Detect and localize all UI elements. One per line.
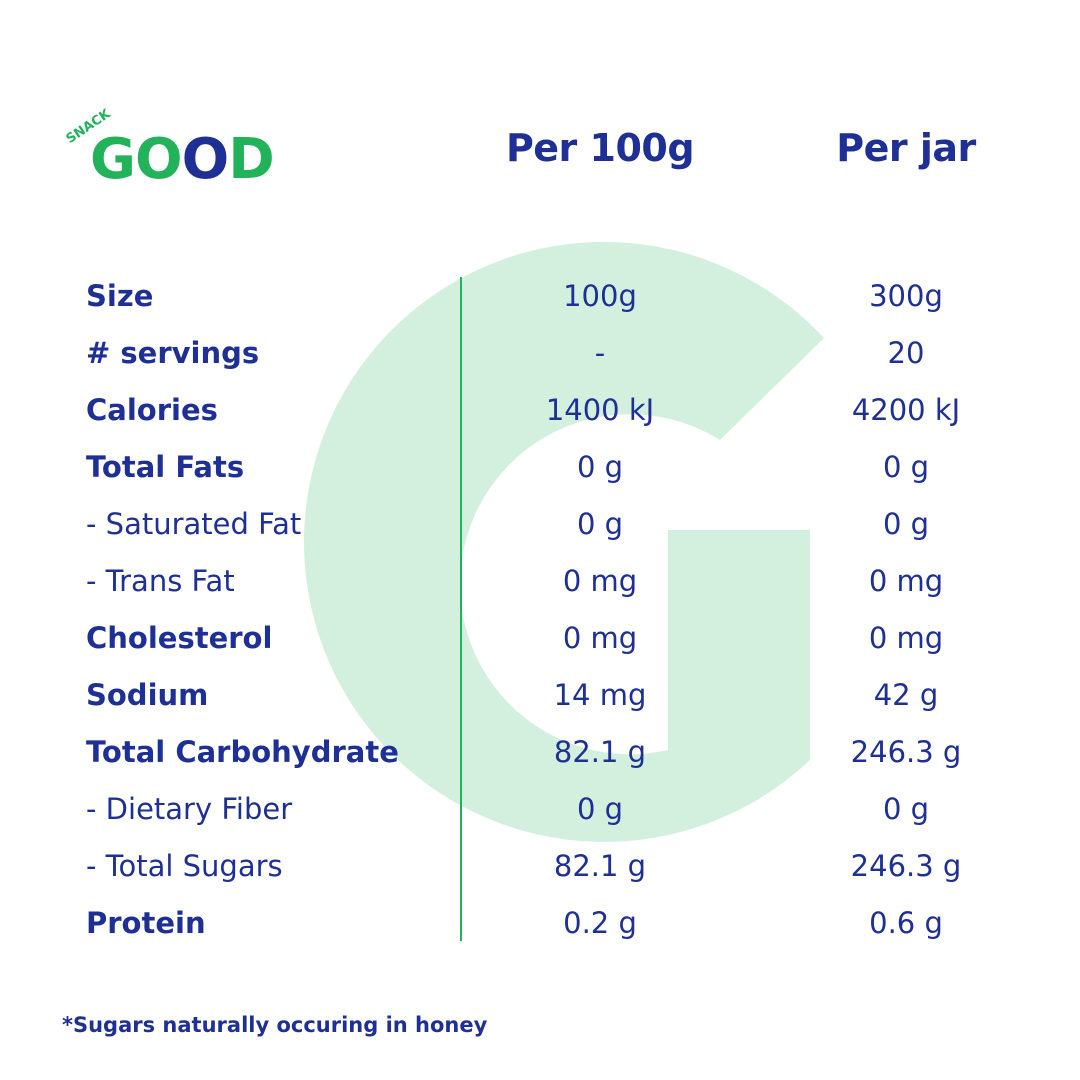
nutrition-table: Size 100g 300g # servings - 20 Calories … <box>0 268 1080 952</box>
row-value-per-jar: 42 g <box>873 678 939 712</box>
table-row: Size 100g 300g <box>0 268 1080 325</box>
row-value-per-100g: 0 mg <box>562 564 638 598</box>
header-per-jar: Per jar <box>836 126 976 170</box>
row-value-per-jar: 246.3 g <box>850 849 962 883</box>
row-value-per-jar: 0 g <box>882 507 930 541</box>
brand-logo: SNACK GOOD <box>64 107 310 198</box>
row-value-per-100g: - <box>594 336 606 370</box>
row-label: Total Fats <box>86 450 245 484</box>
row-value-per-100g: 0 g <box>576 507 624 541</box>
row-value-per-100g: 14 mg <box>553 678 647 712</box>
logo-good-wordmark: GOOD <box>90 124 275 196</box>
row-label: - Total Sugars <box>86 849 283 883</box>
table-row: Total Fats 0 g 0 g <box>0 439 1080 496</box>
logo-letter-o1: O <box>134 127 183 192</box>
row-value-per-100g: 1400 kJ <box>545 393 655 427</box>
logo-letter-d: D <box>228 127 274 192</box>
row-label: - Saturated Fat <box>86 507 302 541</box>
row-value-per-jar: 0 g <box>882 450 930 484</box>
row-value-per-jar: 0 g <box>882 792 930 826</box>
table-row: Total Carbohydrate 82.1 g 246.3 g <box>0 724 1080 781</box>
row-value-per-jar: 0.6 g <box>869 906 943 940</box>
table-row: Calories 1400 kJ 4200 kJ <box>0 382 1080 439</box>
row-value-per-100g: 0 g <box>576 450 624 484</box>
row-label: Total Carbohydrate <box>86 735 399 769</box>
row-value-per-jar: 0 mg <box>868 564 944 598</box>
header-per-100g: Per 100g <box>505 126 695 170</box>
row-value-per-100g: 0 g <box>576 792 624 826</box>
table-row: - Saturated Fat 0 g 0 g <box>0 496 1080 553</box>
row-value-per-jar: 4200 kJ <box>851 393 961 427</box>
watermark-g-shape <box>303 241 825 842</box>
row-value-per-jar: 300g <box>869 279 943 313</box>
row-label: Sodium <box>86 678 209 712</box>
row-label: # servings <box>86 336 260 370</box>
watermark-g-icon <box>303 241 825 842</box>
logo-letter-o2: O <box>181 127 230 192</box>
row-value-per-100g: 82.1 g <box>553 735 647 769</box>
row-value-per-100g: 82.1 g <box>553 849 647 883</box>
table-row: Cholesterol 0 mg 0 mg <box>0 610 1080 667</box>
table-row: - Total Sugars 82.1 g 246.3 g <box>0 838 1080 895</box>
row-label: - Dietary Fiber <box>86 792 293 826</box>
row-label: - Trans Fat <box>86 564 235 598</box>
logo-letter-g: G <box>90 127 136 192</box>
footnote: *Sugars naturally occuring in honey <box>62 1013 488 1037</box>
row-value-per-100g: 0 mg <box>562 621 638 655</box>
table-row: Sodium 14 mg 42 g <box>0 667 1080 724</box>
table-row: Protein 0.2 g 0.6 g <box>0 895 1080 952</box>
row-label: Calories <box>86 393 218 427</box>
row-value-per-jar: 0 mg <box>868 621 944 655</box>
row-label: Protein <box>86 906 206 940</box>
column-divider <box>460 277 462 941</box>
table-row: - Dietary Fiber 0 g 0 g <box>0 781 1080 838</box>
row-label: Size <box>86 279 154 313</box>
table-row: - Trans Fat 0 mg 0 mg <box>0 553 1080 610</box>
row-value-per-jar: 246.3 g <box>850 735 962 769</box>
row-label: Cholesterol <box>86 621 273 655</box>
row-value-per-100g: 0.2 g <box>563 906 637 940</box>
row-value-per-100g: 100g <box>563 279 637 313</box>
row-value-per-jar: 20 <box>887 336 925 370</box>
table-row: # servings - 20 <box>0 325 1080 382</box>
